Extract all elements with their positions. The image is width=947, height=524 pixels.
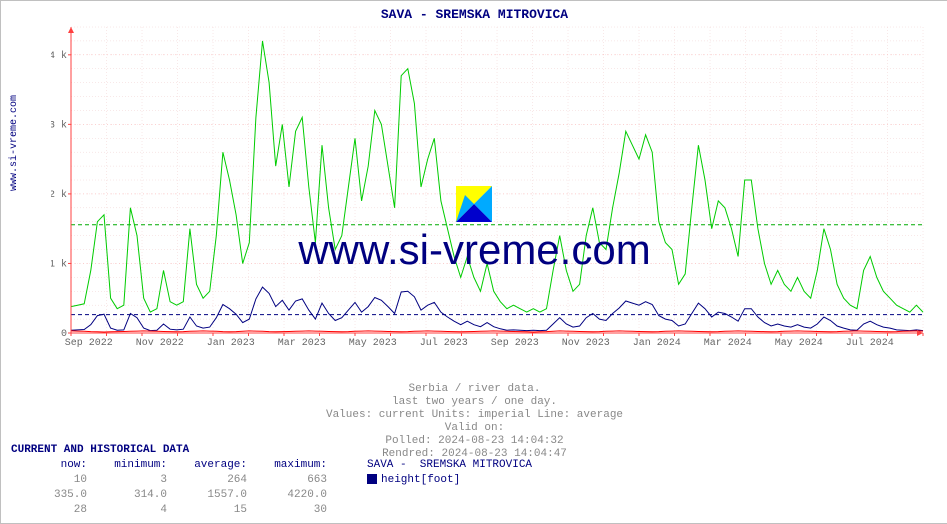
table-cell: 30: [253, 504, 331, 517]
column-header: now:: [13, 459, 91, 472]
svg-text:Jul 2024: Jul 2024: [846, 337, 894, 349]
legend-cell: height[foot]: [363, 474, 536, 487]
chart-container: SAVA - SREMSKA MITROVICA www.si-vreme.co…: [0, 0, 947, 524]
data-table: CURRENT AND HISTORICAL DATA now:minimum:…: [11, 444, 538, 519]
legend-swatch-icon: [367, 474, 377, 484]
metadata-line: Serbia / river data.: [1, 383, 947, 396]
column-header: minimum:: [93, 459, 171, 472]
svg-text:Mar 2023: Mar 2023: [278, 338, 326, 349]
data-table-header: CURRENT AND HISTORICAL DATA: [11, 444, 538, 457]
svg-text:Sep 2022: Sep 2022: [65, 338, 113, 349]
table-cell: 10: [13, 474, 91, 487]
table-cell: 314.0: [93, 489, 171, 502]
table-cell: 4: [93, 504, 171, 517]
svg-text:2 k: 2 k: [51, 189, 67, 201]
svg-text:May 2024: May 2024: [775, 338, 823, 349]
chart-area: 01 k2 k3 k4 kSep 2022Nov 2022Jan 2023Mar…: [1, 1, 947, 381]
column-header: maximum:: [253, 459, 331, 472]
metadata-line: Values: current Units: imperial Line: av…: [1, 409, 947, 422]
svg-text:3 k: 3 k: [51, 119, 67, 131]
svg-text:Nov 2022: Nov 2022: [136, 338, 184, 349]
table-cell: 3: [93, 474, 171, 487]
table-cell: 1557.0: [173, 489, 251, 502]
svg-text:Jul 2023: Jul 2023: [420, 337, 468, 349]
table-cell: 335.0: [13, 489, 91, 502]
table-cell: 663: [253, 474, 331, 487]
svg-text:May 2023: May 2023: [349, 338, 397, 349]
metadata-line: Valid on:: [1, 422, 947, 435]
metadata-line: last two years / one day.: [1, 396, 947, 409]
svg-text:Mar 2024: Mar 2024: [704, 338, 752, 349]
legend-text: height[foot]: [381, 474, 460, 486]
svg-text:4 k: 4 k: [51, 50, 67, 62]
column-header: average:: [173, 459, 251, 472]
watermark-logo-icon: [456, 186, 492, 222]
station-label: SAVA - SREMSKA MITROVICA: [363, 459, 536, 472]
table-cell: 264: [173, 474, 251, 487]
watermark-text: www.si-vreme.com: [1, 226, 947, 274]
svg-text:Sep 2023: Sep 2023: [491, 338, 539, 349]
svg-text:Jan 2023: Jan 2023: [207, 338, 255, 349]
svg-text:Nov 2023: Nov 2023: [562, 338, 610, 349]
svg-text:Jan 2024: Jan 2024: [633, 338, 681, 349]
table-cell: 15: [173, 504, 251, 517]
table-cell: 4220.0: [253, 489, 331, 502]
table-cell: 28: [13, 504, 91, 517]
